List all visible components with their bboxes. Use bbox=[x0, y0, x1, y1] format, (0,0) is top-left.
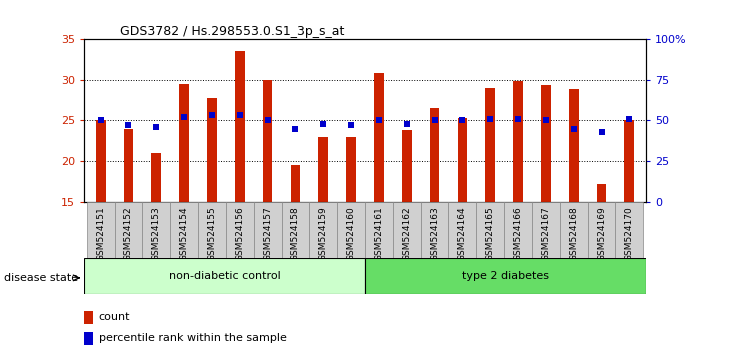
Bar bbox=[84, 258, 365, 294]
Text: GSM524157: GSM524157 bbox=[263, 206, 272, 261]
Text: count: count bbox=[99, 312, 130, 322]
Text: GSM524153: GSM524153 bbox=[152, 206, 161, 261]
Text: non-diabetic control: non-diabetic control bbox=[169, 271, 280, 281]
Bar bbox=[180, 84, 189, 202]
Bar bbox=[560, 202, 588, 258]
Text: GSM524151: GSM524151 bbox=[96, 206, 105, 261]
Point bbox=[234, 113, 245, 118]
Bar bbox=[235, 51, 245, 202]
Text: GSM524164: GSM524164 bbox=[458, 206, 467, 261]
Text: GSM524163: GSM524163 bbox=[430, 206, 439, 261]
Text: GSM524169: GSM524169 bbox=[597, 206, 606, 261]
Text: GSM524155: GSM524155 bbox=[207, 206, 217, 261]
Point bbox=[206, 113, 218, 118]
Point bbox=[596, 129, 607, 135]
Point bbox=[540, 118, 552, 123]
Bar bbox=[263, 80, 272, 202]
Point bbox=[568, 126, 580, 131]
Bar bbox=[624, 120, 634, 202]
Bar bbox=[207, 98, 217, 202]
Bar bbox=[393, 202, 420, 258]
Bar bbox=[318, 137, 328, 202]
Bar bbox=[291, 165, 300, 202]
Bar bbox=[346, 137, 356, 202]
Text: GSM524168: GSM524168 bbox=[569, 206, 578, 261]
Text: GSM524154: GSM524154 bbox=[180, 206, 188, 261]
Bar bbox=[142, 202, 170, 258]
Bar bbox=[485, 88, 495, 202]
Text: GSM524167: GSM524167 bbox=[542, 206, 550, 261]
Bar bbox=[87, 202, 115, 258]
Text: GSM524152: GSM524152 bbox=[124, 206, 133, 261]
Point bbox=[290, 126, 301, 131]
Text: disease state: disease state bbox=[4, 273, 78, 283]
Bar bbox=[198, 202, 226, 258]
Bar bbox=[337, 202, 365, 258]
Text: percentile rank within the sample: percentile rank within the sample bbox=[99, 333, 286, 343]
Bar bbox=[254, 202, 282, 258]
Text: GSM524165: GSM524165 bbox=[485, 206, 495, 261]
Bar bbox=[84, 332, 93, 345]
Text: GSM524158: GSM524158 bbox=[291, 206, 300, 261]
Point bbox=[95, 118, 107, 123]
Text: GSM524161: GSM524161 bbox=[374, 206, 383, 261]
Point bbox=[150, 124, 162, 130]
Text: GDS3782 / Hs.298553.0.S1_3p_s_at: GDS3782 / Hs.298553.0.S1_3p_s_at bbox=[120, 25, 345, 38]
Bar bbox=[504, 202, 532, 258]
Point bbox=[318, 121, 329, 126]
Bar bbox=[588, 202, 615, 258]
Bar bbox=[365, 202, 393, 258]
Text: GSM524166: GSM524166 bbox=[513, 206, 523, 261]
Point bbox=[373, 118, 385, 123]
Point bbox=[123, 122, 134, 128]
Text: type 2 diabetes: type 2 diabetes bbox=[462, 271, 549, 281]
Bar bbox=[532, 202, 560, 258]
Point bbox=[485, 116, 496, 121]
Bar bbox=[402, 130, 412, 202]
Point bbox=[262, 118, 274, 123]
Point bbox=[178, 114, 190, 120]
Text: GSM524160: GSM524160 bbox=[347, 206, 356, 261]
Point bbox=[456, 118, 468, 123]
Bar bbox=[615, 202, 643, 258]
Bar bbox=[282, 202, 310, 258]
Point bbox=[512, 116, 524, 121]
Bar bbox=[569, 90, 579, 202]
Bar bbox=[226, 202, 254, 258]
Bar bbox=[430, 108, 439, 202]
Bar bbox=[476, 202, 504, 258]
Text: GSM524162: GSM524162 bbox=[402, 206, 411, 261]
Bar bbox=[84, 311, 93, 324]
Text: GSM524156: GSM524156 bbox=[235, 206, 245, 261]
Bar bbox=[374, 73, 384, 202]
Bar bbox=[115, 202, 142, 258]
Bar bbox=[541, 85, 550, 202]
Text: GSM524170: GSM524170 bbox=[625, 206, 634, 261]
Bar bbox=[596, 184, 607, 202]
Bar bbox=[170, 202, 198, 258]
Bar bbox=[151, 153, 161, 202]
Text: GSM524159: GSM524159 bbox=[319, 206, 328, 261]
Bar bbox=[96, 120, 106, 202]
Bar bbox=[458, 118, 467, 202]
Bar bbox=[513, 81, 523, 202]
Bar bbox=[365, 258, 646, 294]
Point bbox=[429, 118, 440, 123]
Point bbox=[345, 122, 357, 128]
Bar bbox=[123, 129, 134, 202]
Bar bbox=[448, 202, 476, 258]
Point bbox=[623, 116, 635, 121]
Bar bbox=[420, 202, 448, 258]
Bar bbox=[310, 202, 337, 258]
Point bbox=[401, 121, 412, 126]
